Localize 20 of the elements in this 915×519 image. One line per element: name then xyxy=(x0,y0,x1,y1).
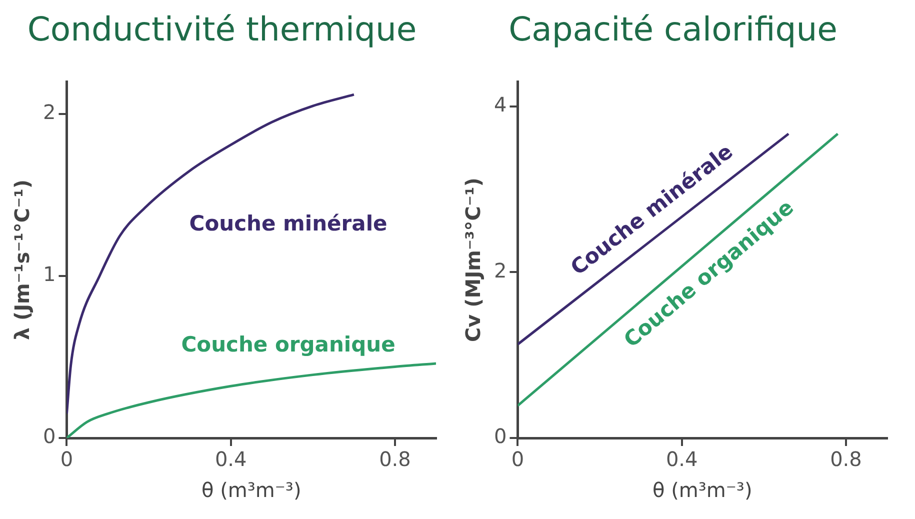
chart-title: Conductivité thermique xyxy=(27,9,417,48)
chart-title: Capacité calorifique xyxy=(508,9,838,48)
x-tick-label: 0 xyxy=(511,447,524,472)
y-tick-label: 1 xyxy=(42,262,56,286)
y-axis-title: λ (Jm⁻¹s⁻¹°C⁻¹) xyxy=(10,179,34,340)
x-axis-title: θ (m³m⁻³) xyxy=(652,478,752,502)
y-tick-label: 2 xyxy=(494,258,507,282)
x-tick-label: 0.8 xyxy=(830,447,862,472)
y-tick-label: 4 xyxy=(494,92,507,117)
x-tick-label: 0.4 xyxy=(666,447,698,472)
y-tick-label: 0 xyxy=(42,424,56,448)
x-tick-label: 0 xyxy=(60,447,74,472)
series-label: Couche minérale xyxy=(189,212,388,236)
x-tick-label: 0.8 xyxy=(379,447,411,472)
y-axis-title: Cv (MJm⁻³°C⁻¹) xyxy=(461,178,486,342)
x-axis-title: θ (m³m⁻³) xyxy=(201,478,302,502)
series-label: Couche organique xyxy=(181,332,396,357)
y-tick-label: 0 xyxy=(494,424,507,448)
x-tick-label: 0.4 xyxy=(214,447,247,472)
y-tick-label: 2 xyxy=(42,100,56,124)
